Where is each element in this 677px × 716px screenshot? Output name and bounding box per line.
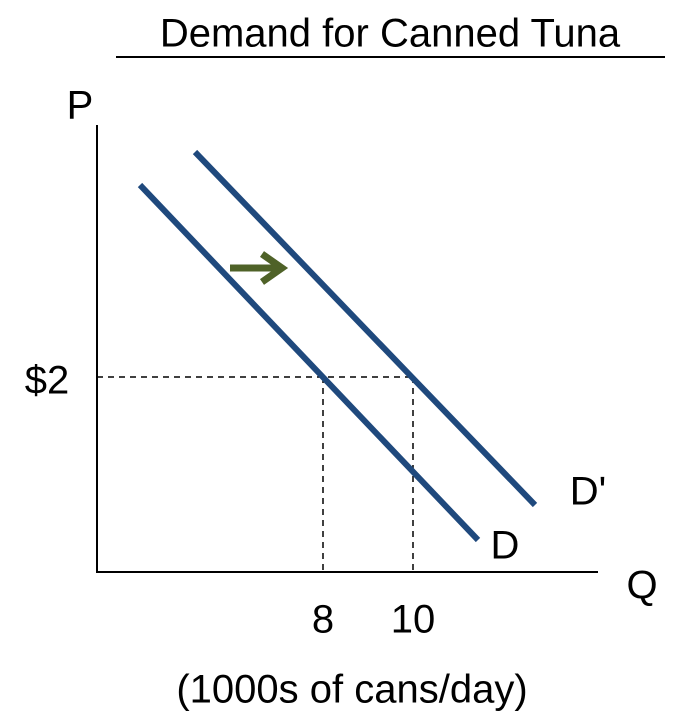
- curve-label: D: [491, 524, 520, 568]
- quantity-label: 10: [391, 598, 436, 642]
- curve-label: D': [570, 470, 607, 514]
- price-label: $2: [25, 359, 70, 403]
- guides: [97, 376, 414, 572]
- demand-curve: [137, 182, 481, 543]
- shift-arrow: [230, 251, 289, 285]
- quantity-label: 8: [312, 598, 334, 642]
- title: Demand for Canned Tuna: [160, 12, 621, 56]
- x-unit: (1000s of cans/day): [176, 668, 527, 712]
- y-axis-label: P: [67, 84, 94, 128]
- demand-curve-shifted: [192, 149, 538, 508]
- x-axis-label: Q: [626, 564, 657, 608]
